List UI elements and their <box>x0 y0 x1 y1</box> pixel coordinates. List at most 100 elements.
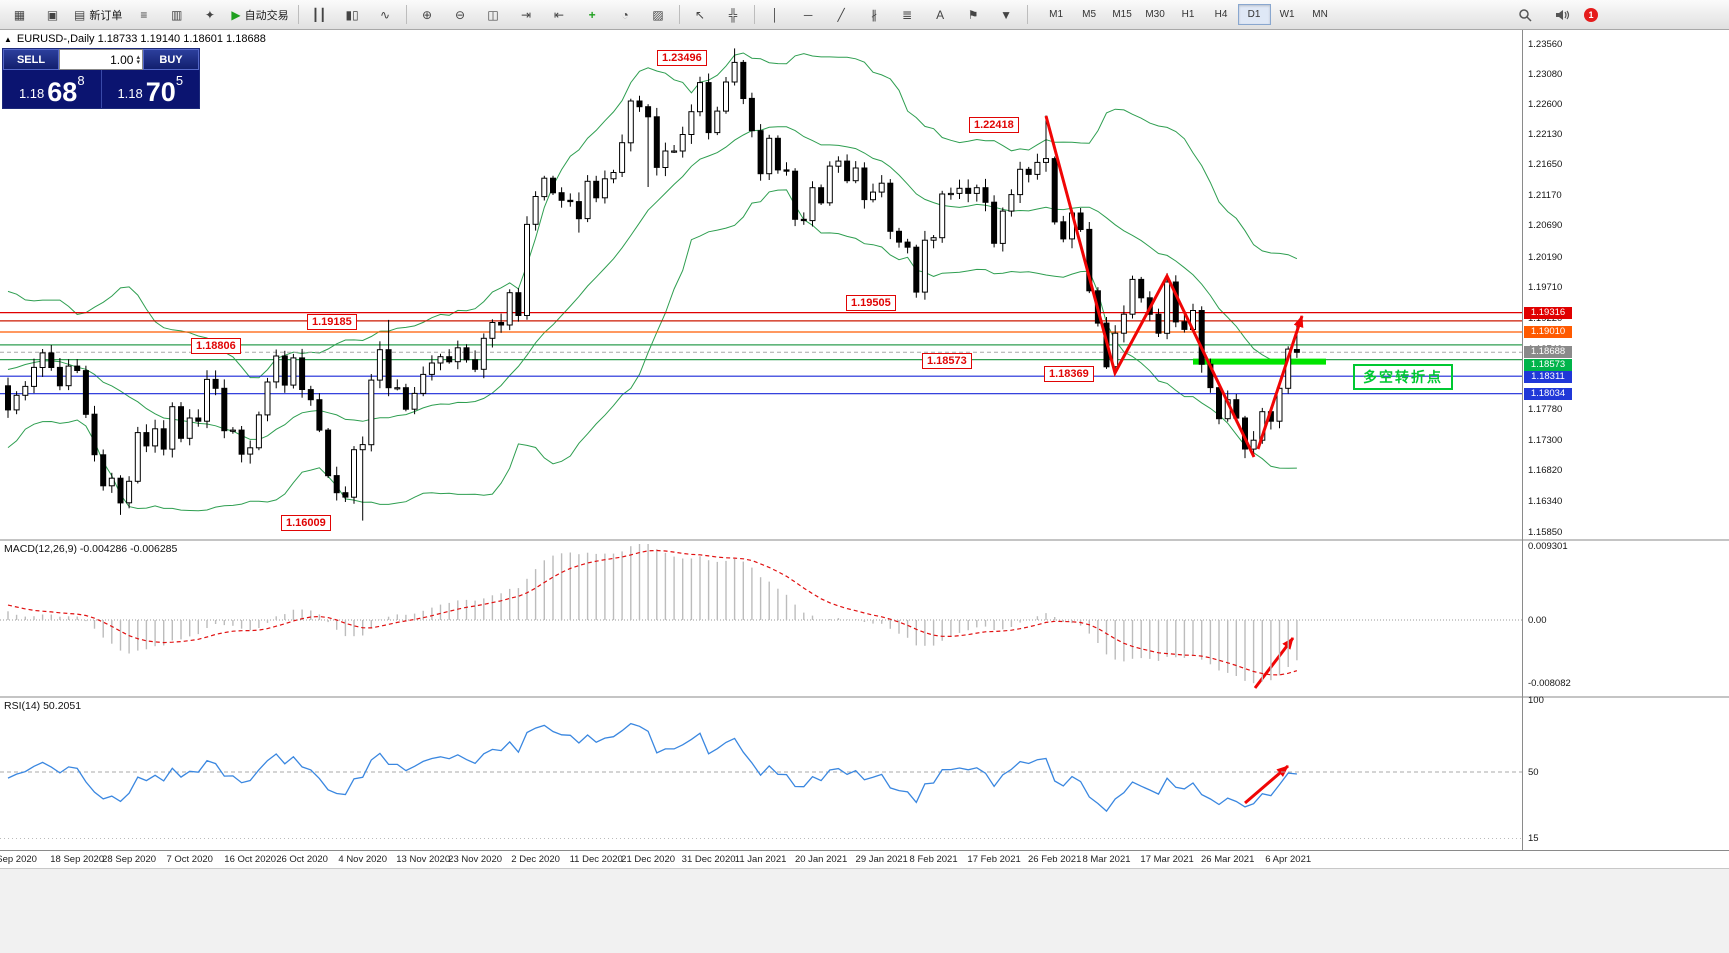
horizontal-line-button[interactable]: ─ <box>793 2 824 27</box>
timeframe-mn-button[interactable]: MN <box>1312 9 1328 20</box>
price-tag: 1.18034 <box>1524 387 1572 400</box>
date-label: 8 Mar 2021 <box>1082 854 1131 865</box>
tile-windows-button[interactable]: ◫ <box>478 2 509 27</box>
date-label: 17 Mar 2021 <box>1140 854 1194 865</box>
chart-shift-button[interactable]: ⇤ <box>544 2 575 27</box>
price-annotation[interactable]: 1.18573 <box>922 353 972 369</box>
timeframe-m15-button[interactable]: M15 <box>1112 9 1132 20</box>
trend-drawings[interactable] <box>1044 115 1304 805</box>
note-box[interactable]: 多空转折点 <box>1353 364 1453 390</box>
volume-stepper[interactable]: 1.00 ▴ ▾ <box>59 49 143 70</box>
rsi-scale-label: 100 <box>1528 694 1544 706</box>
price-annotation[interactable]: 1.16009 <box>281 515 331 531</box>
sound-alerts-button[interactable] <box>1547 3 1578 28</box>
profiles-button[interactable]: ▣ <box>37 2 68 27</box>
data-window-button[interactable]: ▥ <box>161 2 192 27</box>
new-order-button-label: 新订单 <box>89 9 123 22</box>
date-label: 13 Nov 2020 <box>396 854 451 865</box>
new-order-button[interactable]: ▤ 新订单 <box>70 2 126 27</box>
tile-windows-icon: ◫ <box>487 7 499 22</box>
vertical-line-button[interactable]: │ <box>760 2 791 27</box>
fibonacci-button[interactable]: ≣ <box>892 2 923 27</box>
timeframe-m5-button[interactable]: M5 <box>1082 9 1097 20</box>
one-click-trading-panel: SELL 1.00 ▴ ▾ BUY 1.18 68 8 1.18 70 5 <box>2 48 200 109</box>
candlesticks <box>5 48 1300 521</box>
timeframe-w1-button[interactable]: W1 <box>1279 9 1295 20</box>
rsi-line <box>7 722 1297 813</box>
date-label: 11 Dec 2020 <box>569 854 623 865</box>
price-annotation[interactable]: 1.23496 <box>657 50 707 66</box>
candlestick-chart-button[interactable]: ▮▯ <box>337 2 368 27</box>
cursor-button[interactable]: ↖ <box>685 2 716 27</box>
bollinger-middle-band <box>7 126 1298 440</box>
trend-arrow-3 <box>1244 764 1289 805</box>
toolbar-separator <box>297 5 299 24</box>
navigator-button[interactable]: ✦ <box>194 2 225 27</box>
horizontal-line-icon: ─ <box>803 7 813 22</box>
price-scale-label: 1.16820 <box>1528 465 1563 477</box>
indicators-button[interactable]: + <box>577 2 608 27</box>
timeframe-h1-button[interactable]: H1 <box>1181 9 1195 20</box>
price-annotation[interactable]: 1.22418 <box>969 117 1019 133</box>
auto-scroll-button[interactable]: ⇥ <box>511 2 542 27</box>
market-watch-button[interactable]: ≡ <box>128 2 159 27</box>
chart-header: ▲ EURUSD-,Daily 1.18733 1.19140 1.18601 … <box>4 33 266 45</box>
timeframe-h4-button[interactable]: H4 <box>1214 9 1228 20</box>
buy-button[interactable]: BUY <box>143 49 199 70</box>
templates-button[interactable]: ▨ <box>643 2 674 27</box>
horizontal-lines[interactable] <box>0 312 1522 395</box>
autotrading-button[interactable]: ▶ 自动交易 <box>227 2 292 27</box>
autotrading-button-label: 自动交易 <box>244 9 289 22</box>
price-scale-label: 1.20190 <box>1528 251 1563 263</box>
notification-badge[interactable]: 1 <box>1584 8 1598 22</box>
shapes-dropdown-button[interactable]: ▼ <box>991 2 1022 27</box>
symbol-search-button[interactable] <box>1509 3 1540 28</box>
text-label-button[interactable]: ⚑ <box>958 2 989 27</box>
price-annotation[interactable]: 1.19185 <box>307 314 357 330</box>
text-icon: A <box>936 7 945 22</box>
auto-scroll-icon: ⇥ <box>521 7 532 22</box>
macd-signal-line <box>7 549 1298 676</box>
timeframe-m1-button[interactable]: M1 <box>1049 9 1064 20</box>
price-annotation[interactable]: 1.19505 <box>846 295 896 311</box>
panel-collapse-icon[interactable]: ▲ <box>4 34 12 44</box>
new-chart-button[interactable]: ▦ <box>4 2 35 27</box>
sell-button[interactable]: SELL <box>3 49 59 70</box>
bottom-empty-area <box>0 868 1729 953</box>
macd-scale-label: 0.00 <box>1528 614 1547 626</box>
price-annotation[interactable]: 1.18806 <box>191 338 241 354</box>
speaker-icon <box>1556 10 1570 20</box>
macd-pane-label: MACD(12,26,9) -0.004286 -0.006285 <box>4 543 178 555</box>
trendline-icon: ╱ <box>837 7 845 22</box>
date-label: 21 Dec 2020 <box>621 854 676 865</box>
price-axis[interactable]: 1.23560 1.23080 1.22600 1.22130 1.21650 1.211… <box>1522 30 1729 868</box>
zoom-out-button[interactable]: ⊖ <box>445 2 476 27</box>
bar-chart-button[interactable]: ┃┃ <box>304 2 335 27</box>
price-tag: 1.18573 <box>1524 358 1572 371</box>
buy-price[interactable]: 1.18 70 5 <box>102 70 200 108</box>
crosshair-button[interactable]: ╬ <box>718 2 749 27</box>
price-annotation[interactable]: 1.18369 <box>1044 366 1094 382</box>
spin-down-icon[interactable]: ▾ <box>136 58 140 66</box>
zoom-in-button[interactable]: ⊕ <box>412 2 443 27</box>
timeframe-d1-button[interactable]: D1 <box>1237 4 1271 25</box>
text-button[interactable]: A <box>925 2 956 27</box>
volume-spinners[interactable]: ▴ ▾ <box>136 54 140 66</box>
data-window-icon: ▥ <box>171 7 183 22</box>
date-axis[interactable]: Sep 2020 18 Sep 2020 28 Sep 2020 7 Oct 2020… <box>0 850 1729 869</box>
line-chart-button[interactable]: ∿ <box>370 2 401 27</box>
text-label-icon: ⚑ <box>967 7 979 22</box>
toolbar-right-group: 1 <box>1508 3 1598 27</box>
sell-price[interactable]: 1.18 68 8 <box>3 70 101 108</box>
new-chart-icon: ▦ <box>13 7 26 22</box>
trendline-button[interactable]: ╱ <box>826 2 857 27</box>
bollinger-lower-band <box>7 189 1297 512</box>
rsi-scale-label: 50 <box>1528 766 1539 778</box>
indicators-icon: + <box>588 7 596 22</box>
play-icon: ▶ <box>231 7 241 22</box>
timeframe-m30-button[interactable]: M30 <box>1145 9 1165 20</box>
timeframe-group: M1 M5 M15 M30 H1 H4 D1 W1 MN <box>1040 4 1337 25</box>
periods-button[interactable]: ◔ <box>610 2 641 27</box>
channel-button[interactable]: ∦ <box>859 2 890 27</box>
